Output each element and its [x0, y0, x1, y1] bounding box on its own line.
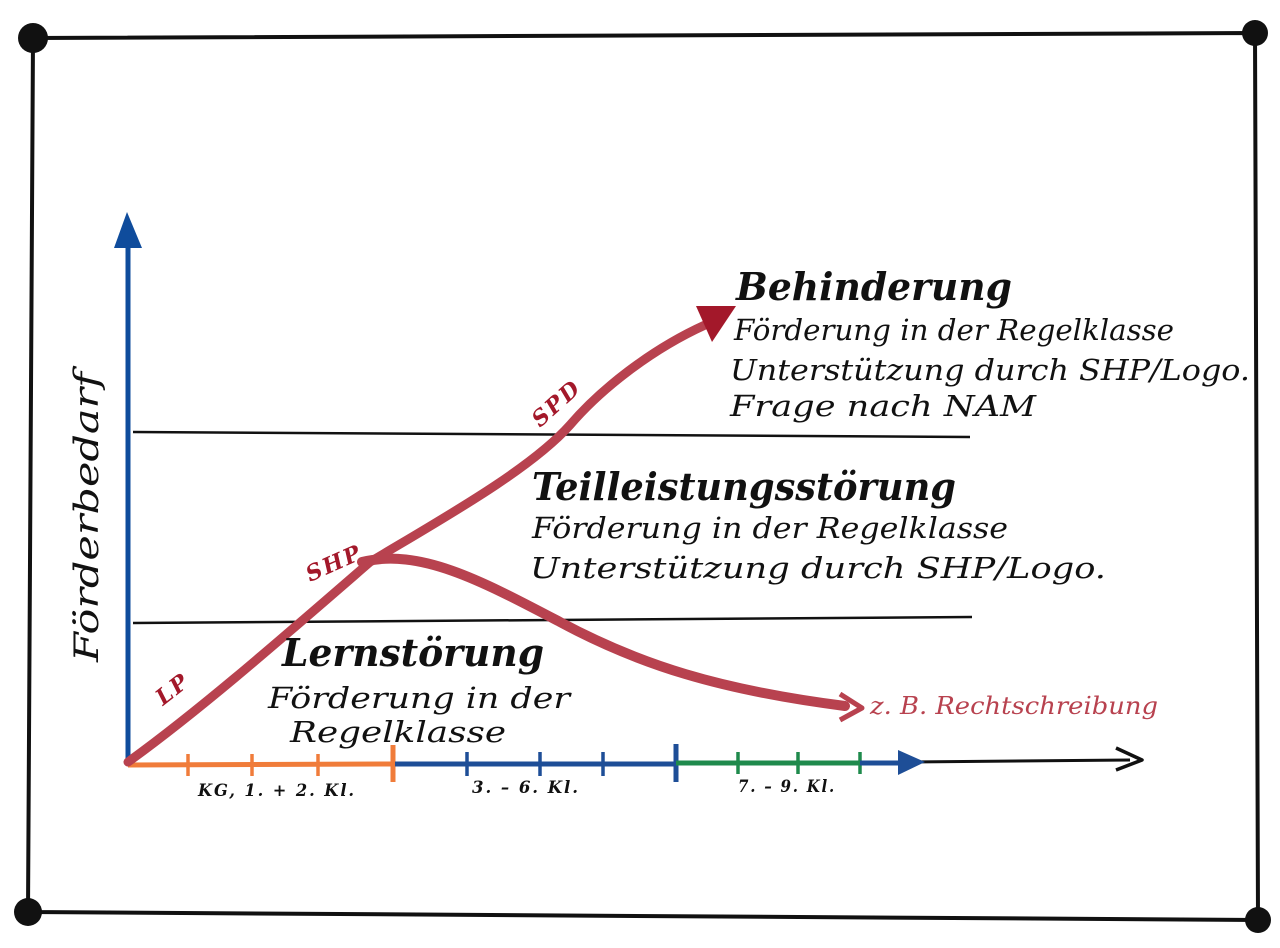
frame-corner-dot [1245, 907, 1271, 933]
arrow-head-icon [838, 691, 865, 723]
frame [14, 20, 1271, 933]
y-axis-arrow-icon [114, 212, 142, 248]
zone-middle-line: Förderung in der Regelklasse [531, 511, 1008, 545]
arrow-to-rechtschreibung [357, 553, 850, 711]
x-axis-blue-arrow-icon [898, 750, 925, 775]
path-label-lp: LP [150, 668, 195, 711]
y-axis [114, 212, 142, 762]
x-segment-label: 7. – 9. Kl. [738, 777, 836, 797]
zone-high-line: Frage nach NAM [729, 389, 1038, 423]
zone-middle-line: Unterstützung durch SHP/Logo. [530, 551, 1106, 585]
x-axis-arrow-icon [1115, 746, 1144, 772]
path-label-spd: SPD [527, 375, 587, 433]
zone-low-line: Regelklasse [289, 715, 506, 749]
progression-arrows [123, 306, 865, 767]
zone-high-title: Behinderung [735, 264, 1012, 309]
x-axis [127, 744, 1144, 782]
path-label-shp: SHP [302, 540, 367, 588]
zone-high-line: Förderung in der Regelklasse [733, 313, 1174, 347]
x-axis-black-line [909, 758, 1131, 764]
example-label: z. B. Rechtschreibung [869, 692, 1158, 720]
x-segment-label: 3. – 6. Kl. [472, 778, 580, 798]
frame-corner-dot [18, 23, 48, 53]
zone-low-line: Förderung in der [267, 681, 573, 715]
frame-corner-dot [1242, 20, 1268, 46]
arrow-main-to-behinderung [123, 320, 710, 767]
zone-high: Behinderung Förderung in der Regelklasse… [729, 264, 1250, 423]
x-segment-label: KG, 1. + 2. Kl. [197, 781, 356, 801]
zone-low-title: Lernstörung [281, 630, 544, 675]
zone-low: Lernstörung Förderung in der Regelklasse [267, 630, 573, 749]
zone-divider-upper [132, 430, 971, 439]
y-axis-label: Förderbedarf [67, 365, 107, 663]
arrow-head-icon [696, 306, 736, 342]
zone-high-line: Unterstützung durch SHP/Logo. [730, 353, 1250, 387]
x-segment-orange [127, 761, 396, 768]
zone-middle: Teilleistungsstörung Förderung in der Re… [530, 464, 1106, 585]
zone-middle-title: Teilleistungsstörung [532, 464, 956, 509]
frame-corner-dot [14, 898, 42, 926]
